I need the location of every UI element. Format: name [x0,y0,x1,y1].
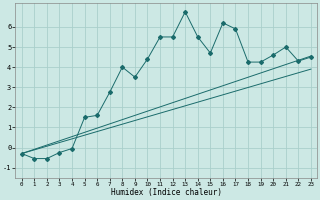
X-axis label: Humidex (Indice chaleur): Humidex (Indice chaleur) [111,188,222,197]
